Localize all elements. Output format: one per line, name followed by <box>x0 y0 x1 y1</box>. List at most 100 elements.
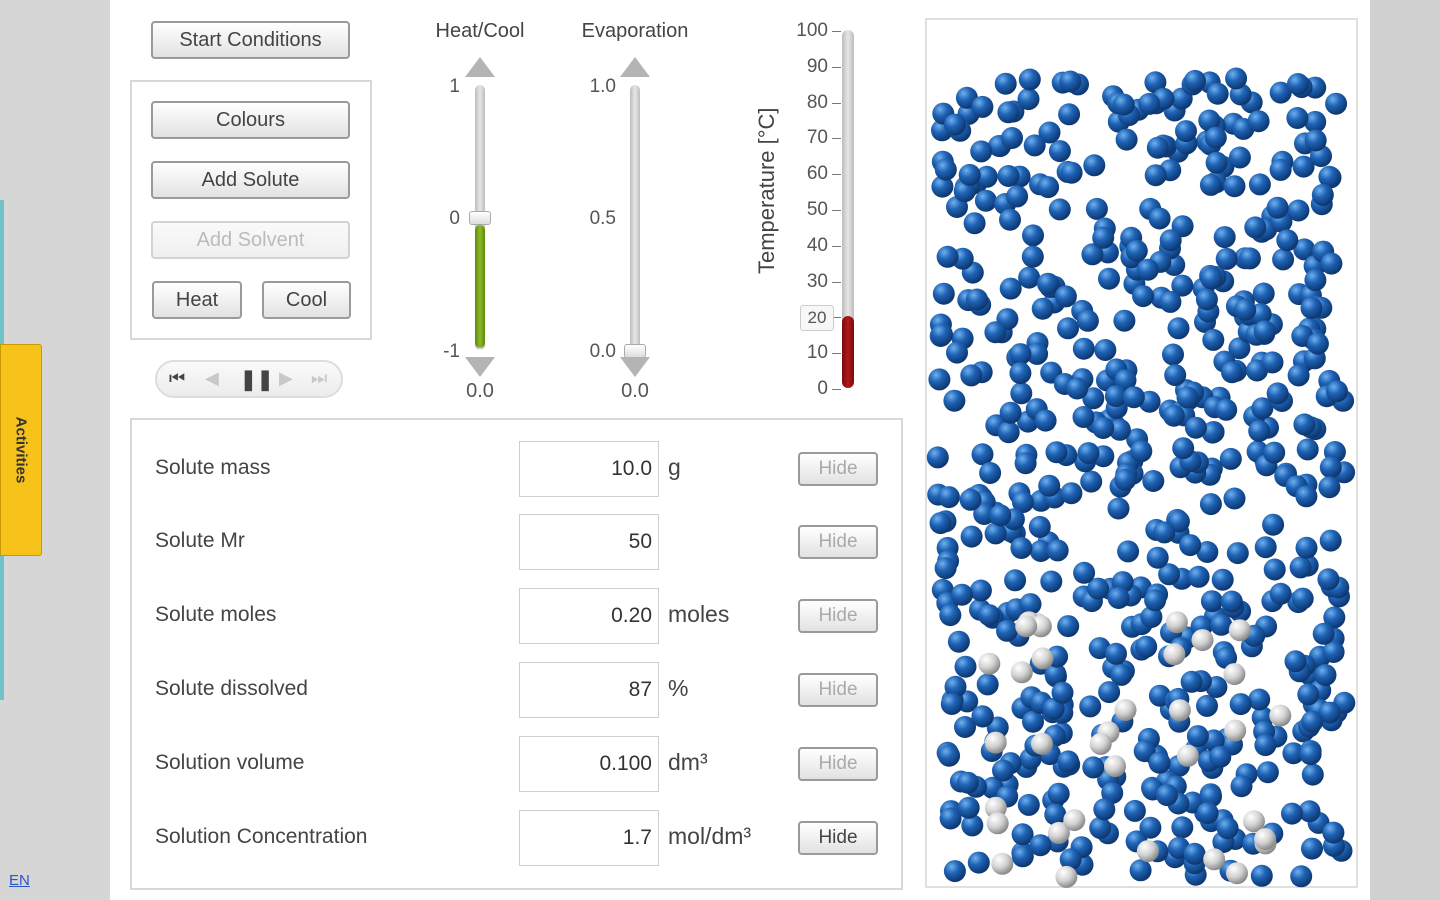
solvent-particle <box>1094 339 1117 361</box>
solvent-particle <box>1225 67 1248 90</box>
solvent-particle <box>1228 146 1251 169</box>
solvent-particle <box>1028 515 1051 538</box>
solvent-particle <box>1159 229 1182 252</box>
hide-button[interactable]: Hide <box>798 821 878 855</box>
thermometer-tick-label: 70 <box>806 127 828 149</box>
add-solvent-button[interactable]: Add Solvent <box>151 221 350 259</box>
solvent-particle <box>1180 670 1203 693</box>
skip-to-end-icon[interactable]: ⏭ <box>311 368 328 388</box>
hide-button[interactable]: Hide <box>798 599 878 633</box>
solvent-particle <box>1228 337 1251 360</box>
thermometer-tick-label: 100 <box>796 20 828 41</box>
solvent-particle <box>1229 693 1252 716</box>
solute-particle <box>991 852 1014 875</box>
hide-button[interactable]: Hide <box>798 673 878 707</box>
thermometer-tick-label: 60 <box>806 163 828 185</box>
solvent-particle <box>1098 267 1120 290</box>
solute-particle <box>1136 840 1159 863</box>
solute-particle <box>1226 862 1248 885</box>
solvent-particle <box>994 72 1017 95</box>
right-gutter <box>1370 0 1440 900</box>
thermometer-tick-mark <box>832 389 841 390</box>
solvent-particle <box>943 389 966 412</box>
solvent-particle <box>971 705 994 728</box>
thermometer-tick-mark <box>832 31 841 32</box>
solvent-particle <box>1171 816 1194 839</box>
solvent-particle <box>1026 342 1049 365</box>
evaporation-track[interactable] <box>630 85 640 350</box>
add-solute-button[interactable]: Add Solute <box>151 161 350 199</box>
solvent-particle <box>1162 343 1184 366</box>
solvent-particle <box>1287 73 1309 95</box>
solvent-particle <box>1009 362 1032 385</box>
solvent-particle <box>1038 121 1061 144</box>
heat-button[interactable]: Heat <box>152 281 242 319</box>
solute-particle <box>1047 821 1070 844</box>
solvent-particle <box>938 744 961 767</box>
solvent-particle <box>1087 577 1110 600</box>
solvent-particle <box>1211 568 1234 591</box>
solvent-particle <box>1162 404 1185 427</box>
start-conditions-button[interactable]: Start Conditions <box>151 21 350 59</box>
solvent-particle <box>1142 470 1165 492</box>
heat-cool-readout: 0.0 <box>466 380 494 402</box>
thermometer-tick-label: 80 <box>806 91 828 113</box>
solvent-particle <box>1202 328 1225 351</box>
solvent-particle <box>1046 539 1069 562</box>
evaporation-handle[interactable] <box>624 344 646 358</box>
solvent-particle <box>959 488 982 511</box>
particle-simulation <box>925 18 1358 888</box>
solvent-particle <box>1042 697 1065 720</box>
solvent-particle <box>1254 536 1277 559</box>
solvent-particle <box>1108 418 1131 441</box>
solvent-particle <box>1114 369 1137 392</box>
cool-button[interactable]: Cool <box>262 281 351 319</box>
hide-button[interactable]: Hide <box>798 525 878 559</box>
solvent-particle <box>969 579 992 602</box>
solvent-particle <box>1292 155 1315 178</box>
hide-button[interactable]: Hide <box>798 747 878 781</box>
solvent-particle <box>999 208 1021 231</box>
solvent-particle <box>1301 763 1324 786</box>
solvent-particle <box>996 619 1018 642</box>
solute-particle <box>1055 865 1078 888</box>
solvent-particle <box>956 771 979 794</box>
solvent-particle <box>1171 274 1194 297</box>
thermometer-tick-mark <box>832 353 841 355</box>
solvent-particle <box>939 807 962 830</box>
solvent-particle <box>1073 561 1096 584</box>
language-link[interactable]: EN <box>9 872 30 889</box>
hide-button[interactable]: Hide <box>798 452 878 486</box>
solvent-particle <box>961 814 984 837</box>
evaporation-down-arrow-icon[interactable] <box>620 357 650 377</box>
solute-particle <box>1176 744 1199 767</box>
heat-cool-down-arrow-icon[interactable] <box>465 357 495 377</box>
solvent-particle <box>1200 785 1222 808</box>
solvent-particle <box>929 512 952 535</box>
step-forward-icon[interactable]: ▶ <box>279 368 293 388</box>
solvent-particle <box>1083 154 1106 177</box>
solvent-particle <box>1092 226 1115 249</box>
solvent-particle <box>931 175 954 198</box>
pause-icon[interactable]: ❚❚ <box>240 369 274 391</box>
solvent-particle <box>1048 140 1071 163</box>
rewind-to-start-icon[interactable]: ⏮ <box>169 368 186 388</box>
activities-tab[interactable]: Activities <box>0 344 42 556</box>
solvent-particle <box>936 245 959 268</box>
solvent-particle <box>1057 317 1079 340</box>
solvent-particle <box>1048 198 1071 221</box>
solvent-particle <box>1311 183 1334 206</box>
evaporation-up-arrow-icon[interactable] <box>620 57 650 77</box>
solvent-particle <box>1148 207 1171 230</box>
colours-button[interactable]: Colours <box>151 101 350 139</box>
solvent-particle <box>1252 282 1275 305</box>
heat-cool-up-arrow-icon[interactable] <box>465 57 495 77</box>
solvent-particle <box>1004 569 1027 592</box>
solvent-particle <box>1022 224 1044 247</box>
heat-cool-handle[interactable] <box>469 211 491 225</box>
solvent-particle <box>1323 606 1346 629</box>
solvent-particle <box>1125 239 1148 262</box>
solvent-particle <box>1293 238 1316 261</box>
thermometer-fill <box>842 316 854 388</box>
step-back-icon[interactable]: ◀ <box>205 368 219 388</box>
